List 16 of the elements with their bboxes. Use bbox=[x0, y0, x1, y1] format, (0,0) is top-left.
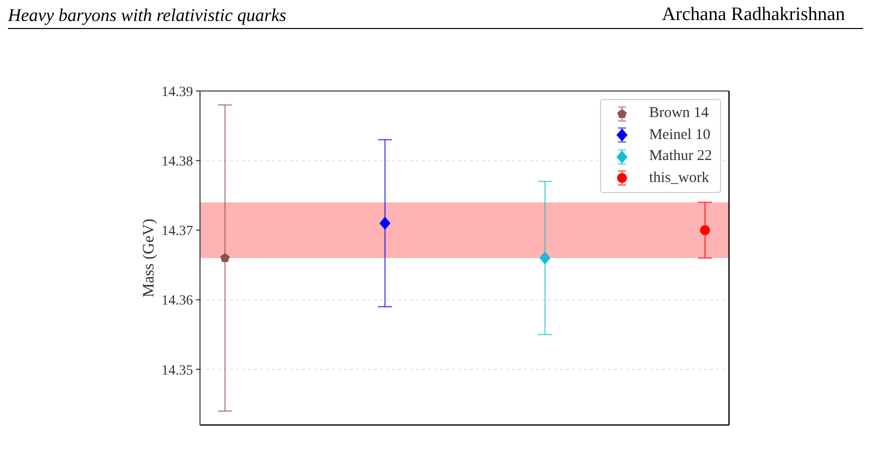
y-tick-label: 14.38 bbox=[162, 154, 193, 170]
legend-label: this_work bbox=[649, 170, 710, 187]
legend-label: Brown 14 bbox=[649, 105, 709, 122]
y-tick-label: 14.39 bbox=[162, 84, 193, 100]
chart-title: Heavy baryons with relativistic quarks bbox=[8, 5, 286, 26]
legend-label: Mathur 22 bbox=[649, 148, 712, 166]
point bbox=[379, 216, 390, 230]
y-tick-label: 14.37 bbox=[162, 224, 193, 240]
point bbox=[539, 252, 551, 264]
y-axis-title: Mass (GeV) bbox=[140, 218, 158, 298]
point bbox=[700, 225, 710, 236]
y-tick-label: 14.35 bbox=[162, 363, 193, 378]
text: Archana Radhakrishnan bbox=[662, 4, 845, 26]
legend-label: Meinel 10 bbox=[649, 126, 710, 144]
point bbox=[220, 253, 230, 262]
y-tick-label: 14.36 bbox=[162, 294, 193, 309]
